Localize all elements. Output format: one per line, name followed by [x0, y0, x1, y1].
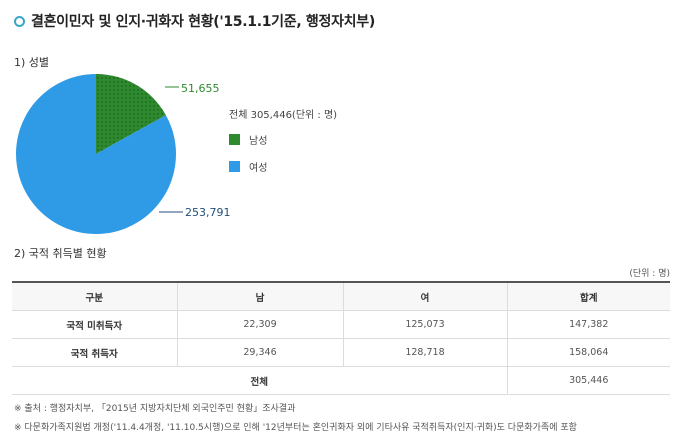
policy-note: ※ 다문화가족지원법 개정('11.4.4개정, '11.10.5시행)으로 인…	[14, 423, 577, 433]
table-header-female: 여	[342, 282, 507, 311]
table-cell-sum: 147,382	[506, 310, 670, 339]
table-header-sum: 합계	[506, 282, 670, 311]
table-cell-category: 국적 취득자	[12, 338, 177, 367]
section-title-nationality: 2) 국적 취득별 현황	[14, 247, 107, 260]
chart-legend: 전체 305,446(단위 : 명) 남성 여성	[229, 106, 337, 186]
nationality-table: 구분 남 여 합계 국적 미취득자 22,309 125,073 147,382…	[12, 281, 670, 395]
table-total-label: 전체	[12, 366, 507, 395]
slice-label-female: 253,791	[185, 206, 231, 219]
page-title: 결혼이민자 및 인지·귀화자 현황('15.1.1기준, 행정자치부)	[14, 11, 375, 31]
table-unit-label: (단위 : 명)	[629, 269, 670, 279]
table-header-category: 구분	[12, 282, 177, 311]
source-note: ※ 출처 : 행정자치부, 「2015년 지방자치단체 외국인주민 현황」조사결…	[14, 404, 296, 414]
gender-pie-chart	[16, 74, 183, 234]
table-cell-male: 29,346	[176, 338, 343, 367]
legend-label-male: 남성	[249, 135, 268, 147]
page-title-text: 결혼이민자 및 인지·귀화자 현황('15.1.1기준, 행정자치부)	[31, 14, 375, 30]
table-cell-female: 128,718	[342, 338, 507, 367]
legend-item-female: 여성	[229, 159, 337, 174]
table-cell-category: 국적 미취득자	[12, 310, 177, 339]
legend-swatch-male	[229, 133, 240, 145]
title-bullet-icon	[14, 16, 25, 27]
slice-label-male: 51,655	[181, 82, 220, 95]
pie-slice-female	[16, 74, 177, 234]
table-row: 국적 미취득자 22,309 125,073 147,382	[12, 310, 670, 339]
legend-total-text: 전체 305,446(단위 : 명)	[229, 110, 338, 121]
table-row: 국적 취득자 29,346 128,718 158,064	[12, 338, 670, 367]
table-header-male: 남	[176, 282, 343, 311]
legend-label-female: 여성	[249, 162, 268, 174]
table-total-row: 전체 305,446	[12, 366, 670, 395]
table-header-row: 구분 남 여 합계	[12, 282, 670, 311]
legend-swatch-female	[229, 160, 240, 172]
section-title-gender: 1) 성별	[14, 56, 50, 69]
table-total-value: 305,446	[506, 366, 670, 395]
pie-slice-male	[96, 74, 166, 154]
table-cell-sum: 158,064	[506, 338, 670, 367]
legend-item-male: 남성	[229, 132, 337, 147]
table-cell-female: 125,073	[342, 310, 507, 339]
table-cell-male: 22,309	[176, 310, 343, 339]
